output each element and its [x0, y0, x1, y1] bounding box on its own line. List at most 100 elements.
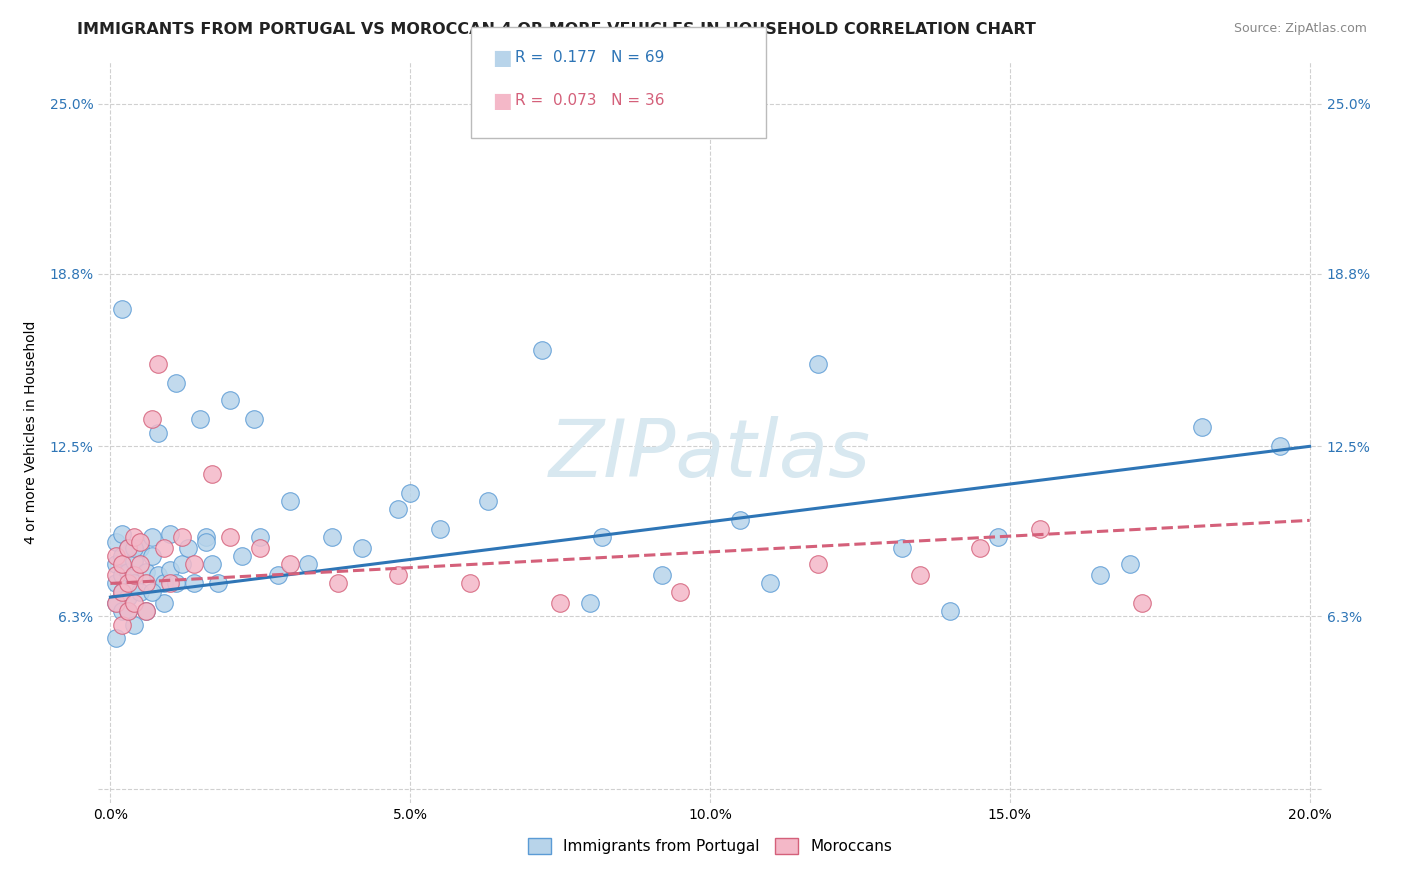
- Point: [1088, 568, 1111, 582]
- Point: [939, 604, 962, 618]
- Point: [987, 530, 1010, 544]
- Point: [124, 554, 146, 568]
- Point: [117, 590, 139, 604]
- Point: [651, 568, 673, 582]
- Point: [124, 530, 146, 544]
- Point: [387, 568, 409, 582]
- Point: [1191, 420, 1213, 434]
- Point: [159, 563, 181, 577]
- Point: [111, 584, 134, 599]
- Point: [117, 604, 139, 618]
- Point: [399, 486, 422, 500]
- Point: [153, 541, 176, 555]
- Point: [111, 302, 134, 317]
- Point: [124, 541, 146, 555]
- Point: [328, 576, 350, 591]
- Point: [124, 617, 146, 632]
- Point: [159, 527, 181, 541]
- Point: [129, 558, 152, 572]
- Point: [188, 412, 211, 426]
- Point: [141, 584, 163, 599]
- Point: [111, 558, 134, 572]
- Point: [159, 576, 181, 591]
- Point: [165, 376, 187, 391]
- Point: [195, 530, 218, 544]
- Point: [141, 549, 163, 563]
- Point: [172, 530, 194, 544]
- Text: R =  0.073   N = 36: R = 0.073 N = 36: [515, 94, 664, 108]
- Point: [458, 576, 481, 591]
- Point: [243, 412, 266, 426]
- Point: [1029, 522, 1052, 536]
- Point: [153, 576, 176, 591]
- Text: ZIPatlas: ZIPatlas: [548, 416, 872, 494]
- Point: [117, 604, 139, 618]
- Point: [219, 530, 242, 544]
- Point: [129, 541, 152, 555]
- Point: [183, 576, 205, 591]
- Point: [177, 541, 200, 555]
- Point: [117, 566, 139, 580]
- Point: [231, 549, 253, 563]
- Point: [135, 576, 157, 591]
- Point: [759, 576, 782, 591]
- Point: [249, 541, 271, 555]
- Point: [908, 568, 931, 582]
- Point: [278, 494, 301, 508]
- Point: [591, 530, 613, 544]
- Point: [148, 357, 170, 371]
- Point: [105, 596, 128, 610]
- Point: [135, 604, 157, 618]
- Point: [111, 617, 134, 632]
- Point: [148, 568, 170, 582]
- Point: [105, 549, 128, 563]
- Point: [207, 576, 229, 591]
- Point: [321, 530, 343, 544]
- Point: [141, 412, 163, 426]
- Point: [219, 392, 242, 407]
- Text: R =  0.177   N = 69: R = 0.177 N = 69: [515, 51, 664, 65]
- Point: [111, 527, 134, 541]
- Legend: Immigrants from Portugal, Moroccans: Immigrants from Portugal, Moroccans: [520, 830, 900, 862]
- Text: ■: ■: [492, 48, 512, 68]
- Point: [105, 558, 128, 572]
- Point: [477, 494, 499, 508]
- Point: [579, 596, 602, 610]
- Point: [969, 541, 991, 555]
- Point: [105, 568, 128, 582]
- Point: [297, 558, 319, 572]
- Point: [148, 425, 170, 440]
- Point: [1268, 439, 1291, 453]
- Point: [387, 502, 409, 516]
- Point: [807, 357, 830, 371]
- Point: [124, 568, 146, 582]
- Point: [183, 558, 205, 572]
- Point: [105, 632, 128, 646]
- Point: [267, 568, 290, 582]
- Y-axis label: 4 or more Vehicles in Household: 4 or more Vehicles in Household: [24, 321, 38, 544]
- Point: [429, 522, 451, 536]
- Point: [278, 558, 301, 572]
- Point: [153, 596, 176, 610]
- Point: [105, 596, 128, 610]
- Point: [165, 576, 187, 591]
- Point: [129, 535, 152, 549]
- Point: [111, 584, 134, 599]
- Point: [890, 541, 912, 555]
- Point: [105, 576, 128, 591]
- Point: [117, 541, 139, 555]
- Point: [669, 584, 692, 599]
- Point: [105, 535, 128, 549]
- Text: ■: ■: [492, 91, 512, 111]
- Point: [1119, 558, 1142, 572]
- Point: [135, 566, 157, 580]
- Point: [111, 549, 134, 563]
- Point: [195, 535, 218, 549]
- Text: IMMIGRANTS FROM PORTUGAL VS MOROCCAN 4 OR MORE VEHICLES IN HOUSEHOLD CORRELATION: IMMIGRANTS FROM PORTUGAL VS MOROCCAN 4 O…: [77, 22, 1036, 37]
- Point: [141, 530, 163, 544]
- Point: [172, 558, 194, 572]
- Point: [124, 576, 146, 591]
- Text: Source: ZipAtlas.com: Source: ZipAtlas.com: [1233, 22, 1367, 36]
- Point: [201, 467, 224, 481]
- Point: [807, 558, 830, 572]
